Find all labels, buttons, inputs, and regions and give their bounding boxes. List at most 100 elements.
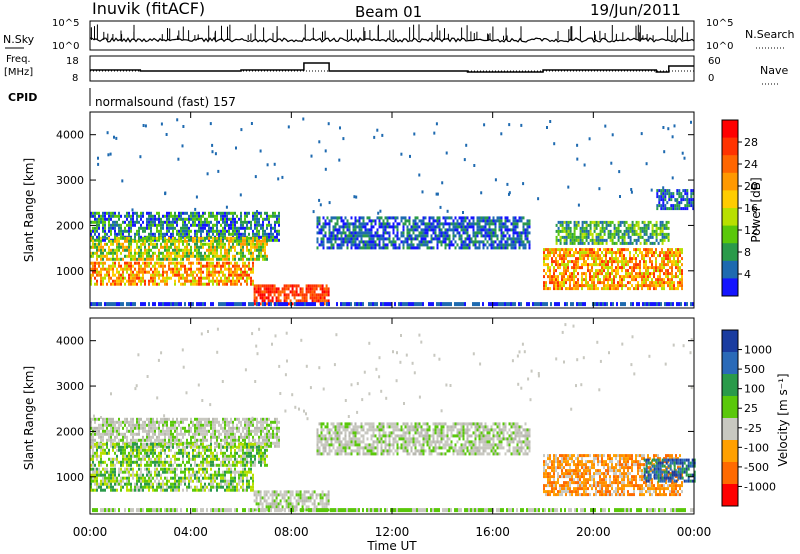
echo-cell [673, 263, 675, 267]
echo-cell [575, 251, 577, 255]
echo-cell [210, 426, 212, 430]
echo-cell [166, 432, 168, 436]
echo-cell [386, 243, 389, 247]
echo-cell [670, 204, 673, 208]
echo-cell [258, 429, 260, 433]
echo-cell [639, 269, 641, 273]
echo-cell [547, 287, 549, 291]
echo-cell [160, 232, 162, 236]
echo-cell [386, 225, 389, 229]
echo-cell [571, 278, 573, 282]
date-title: 19/Jun/2011 [590, 1, 681, 19]
echo-cell [599, 241, 602, 245]
echo-cell [579, 254, 581, 258]
echo-cell [240, 270, 242, 274]
echo-cell [138, 276, 140, 280]
echo-cell [575, 260, 577, 264]
echo-cell [240, 226, 242, 230]
echo-cell [158, 236, 160, 240]
echo-cell [96, 261, 98, 265]
echo-cell [406, 246, 409, 250]
echo-cell [122, 438, 124, 442]
echo-cell [514, 237, 517, 241]
echo-cell [142, 279, 144, 283]
echo-cell [208, 229, 210, 233]
echo-cell [434, 237, 437, 241]
echo-cell [208, 251, 210, 255]
echo-cell [186, 279, 188, 283]
echo-cell [253, 299, 256, 303]
echo-cell [452, 234, 455, 238]
echo-cell [352, 225, 355, 229]
echo-cell [272, 214, 274, 218]
echo-cell [392, 225, 395, 229]
echo-cell [382, 228, 385, 232]
echo-cell [182, 261, 184, 265]
echo-cell [325, 284, 328, 288]
echo-cell [402, 216, 405, 220]
echo-cell [344, 222, 347, 226]
echo-cell [639, 232, 642, 236]
echo-cell [623, 220, 626, 224]
echo-cell [184, 441, 186, 445]
echo-cell [605, 248, 607, 252]
echo-cell [490, 243, 493, 247]
echo-cell [378, 219, 381, 223]
echo-cell [488, 219, 491, 223]
echo-cell [577, 266, 579, 270]
echo-cell [555, 263, 557, 267]
echo-cell [287, 287, 290, 291]
echo-cell [368, 237, 371, 241]
echo-cell [232, 438, 234, 442]
echo-cell [228, 226, 230, 230]
echo-cell [246, 245, 248, 249]
echo-cell [277, 296, 280, 300]
echo-cell [508, 234, 511, 238]
echo-cell [124, 264, 126, 268]
echo-cell [104, 432, 106, 436]
echo-cell [623, 278, 625, 282]
echo-cell [358, 302, 360, 307]
echo-cell [268, 235, 270, 239]
echo-cell [120, 257, 122, 261]
echo-cell [274, 214, 276, 218]
echo-cell [430, 302, 432, 307]
echo-cell [269, 284, 272, 288]
echo-cell [196, 214, 198, 218]
echo-cell [418, 234, 421, 238]
echo-cell [408, 243, 411, 247]
echo-cell [190, 236, 192, 240]
echo-cell [656, 207, 659, 211]
echo-cell [212, 276, 214, 280]
echo-cell [116, 279, 118, 283]
echo-cell [458, 246, 461, 250]
y-tick-label: 1000 [56, 265, 84, 278]
echo-cell [114, 223, 116, 227]
echo-cell [114, 429, 116, 433]
echo-cell [679, 260, 681, 264]
echo-cell [484, 237, 487, 241]
echo-cell [246, 220, 248, 224]
echo-cell [92, 226, 94, 230]
echo-cell [681, 269, 683, 273]
echo-cell [344, 225, 347, 229]
colorbar-swatch [722, 172, 738, 191]
echo-cell [464, 302, 466, 307]
echo-cell [426, 246, 429, 250]
echo-cell [113, 135, 115, 139]
echo-cell [549, 281, 551, 285]
echo-cell [148, 429, 150, 433]
echo-cell [579, 226, 582, 230]
echo-cell [278, 217, 280, 221]
echo-cell [258, 211, 260, 215]
echo-cell [238, 257, 240, 261]
echo-cell [264, 254, 266, 258]
echo-cell [208, 257, 210, 261]
echo-cell [502, 302, 504, 307]
echo-cell [678, 201, 681, 205]
echo-cell [92, 302, 94, 307]
echo-cell [603, 266, 605, 270]
echo-cell [587, 241, 590, 245]
echo-cell [140, 242, 142, 246]
echo-cell [150, 423, 152, 427]
